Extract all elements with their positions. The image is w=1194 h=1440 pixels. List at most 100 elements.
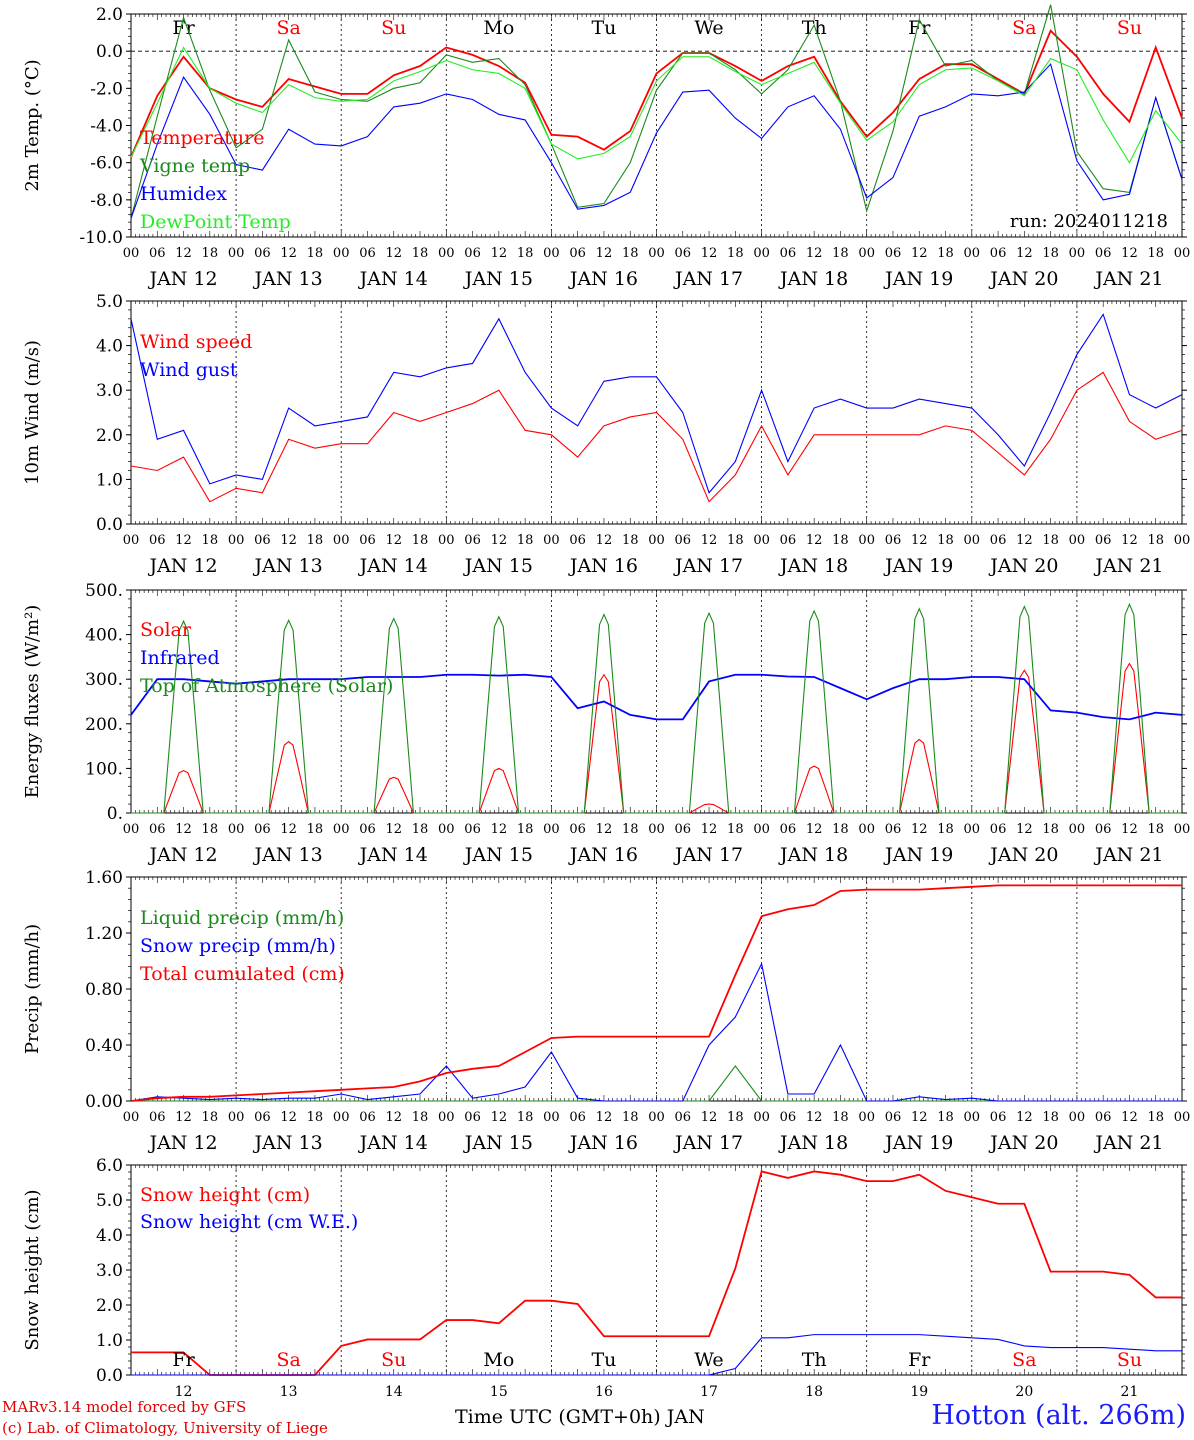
panel-2-hour-label: 06 bbox=[780, 822, 797, 837]
panel-2-hour-label: 06 bbox=[675, 822, 692, 837]
day-name-label: Mo bbox=[483, 17, 514, 39]
panel-2-hour-label: 18 bbox=[202, 822, 219, 837]
panel-2-hour-label: 18 bbox=[412, 822, 429, 837]
panel-0-date-label: JAN 13 bbox=[253, 268, 323, 290]
panel-3-date-label: JAN 16 bbox=[568, 1132, 638, 1154]
panel-1-series-1-line bbox=[130, 313, 1183, 494]
panel-1-hour-label: 18 bbox=[517, 533, 534, 548]
panel-0-ytick-label: 0.0 bbox=[96, 42, 123, 62]
panel-0-ytick-label: -10.0 bbox=[79, 228, 123, 248]
panel-1-hour-label: 00 bbox=[438, 533, 455, 548]
panel-0-hour-label: 18 bbox=[307, 246, 324, 261]
panel-0-hour-label: 12 bbox=[385, 246, 402, 261]
panel-3-hour-label: 12 bbox=[701, 1110, 718, 1125]
panel-0-hour-label: 06 bbox=[1095, 246, 1112, 261]
panel-3-date-label: JAN 17 bbox=[673, 1132, 743, 1154]
panel-1-hour-label: 18 bbox=[622, 533, 639, 548]
panel-3-hour-label: 00 bbox=[1069, 1110, 1086, 1125]
panel-3-hour-label: 06 bbox=[990, 1110, 1007, 1125]
panel-3-series-2-line bbox=[130, 884, 1182, 1102]
panel-3-hour-label: 00 bbox=[123, 1110, 140, 1125]
panel-0-ytick-label: -4.0 bbox=[90, 117, 123, 137]
panel-0-legend-1: Vigne temp bbox=[139, 155, 250, 177]
panel-3-hour-label: 06 bbox=[675, 1110, 692, 1125]
panel-3-hour-label: 12 bbox=[596, 1110, 613, 1125]
panel-2-hour-label: 12 bbox=[1016, 822, 1033, 837]
panel-3-date-label: JAN 19 bbox=[883, 1132, 953, 1154]
panel-2-date-label: JAN 14 bbox=[358, 844, 428, 866]
panel-3-ytick-label: 0.80 bbox=[85, 980, 123, 1000]
panel-0-hour-label: 00 bbox=[543, 246, 560, 261]
panel-3-hour-label: 00 bbox=[753, 1110, 770, 1125]
panel-3-hour-label: 18 bbox=[1042, 1110, 1059, 1125]
panel-0-date-label: JAN 14 bbox=[358, 268, 428, 290]
bottom-day-number: 13 bbox=[280, 1384, 298, 1400]
panel-2-legend-1: Infrared bbox=[140, 647, 220, 669]
panel-3-hour-label: 06 bbox=[254, 1110, 271, 1125]
bottom-day-number: 19 bbox=[910, 1384, 928, 1400]
panel-3-legend-0: Liquid precip (mm/h) bbox=[140, 907, 344, 929]
panel-2-date-label: JAN 17 bbox=[673, 844, 743, 866]
panel-1-hour-label: 18 bbox=[832, 533, 849, 548]
panel-1-hour-label: 12 bbox=[385, 533, 402, 548]
panel-1-date-label: JAN 15 bbox=[463, 555, 533, 577]
bottom-day-name: Fr bbox=[172, 1349, 195, 1371]
panel-3-hour-label: 00 bbox=[228, 1110, 245, 1125]
panel-2-date-label: JAN 20 bbox=[988, 844, 1058, 866]
day-name-label: Su bbox=[381, 17, 406, 39]
panel-2-hour-label: 12 bbox=[175, 822, 192, 837]
panel-1-hour-label: 00 bbox=[543, 533, 560, 548]
panel-1-hour-label: 06 bbox=[885, 533, 902, 548]
panel-2-hour-label: 00 bbox=[333, 822, 350, 837]
panel-2-date-label: JAN 13 bbox=[253, 844, 323, 866]
panel-1-hour-label: 18 bbox=[307, 533, 324, 548]
panel-3-hour-label: 12 bbox=[280, 1110, 297, 1125]
panel-2-hour-label: 18 bbox=[517, 822, 534, 837]
panel-2-hour-label: 06 bbox=[569, 822, 586, 837]
panel-0-legend-0: Temperature bbox=[140, 127, 264, 149]
x-axis-title: Time UTC (GMT+0h) JAN bbox=[455, 1406, 705, 1428]
panel-0-hour-label: 00 bbox=[123, 246, 140, 261]
panel-1-hour-label: 12 bbox=[806, 533, 823, 548]
panel-2-date-label: JAN 21 bbox=[1093, 844, 1163, 866]
panel-0-hour-label: 06 bbox=[990, 246, 1007, 261]
panel-1-series-0-line bbox=[130, 371, 1183, 503]
panel-1-date-label: JAN 21 bbox=[1093, 555, 1163, 577]
panel-3-hour-label: 18 bbox=[1147, 1110, 1164, 1125]
panel-0-hour-label: 06 bbox=[569, 246, 586, 261]
bottom-day-number: 15 bbox=[490, 1384, 508, 1400]
panel-1-hour-label: 06 bbox=[359, 533, 376, 548]
panel-2-hour-label: 00 bbox=[543, 822, 560, 837]
panel-3-date-label: JAN 12 bbox=[147, 1132, 217, 1154]
panel-1-hour-label: 12 bbox=[1121, 533, 1138, 548]
panel-1-hour-label: 18 bbox=[727, 533, 744, 548]
panel-0-date-label: JAN 16 bbox=[568, 268, 638, 290]
panel-3-ytick-label: 0.40 bbox=[85, 1036, 123, 1056]
panel-3-ytick-label: 0.00 bbox=[85, 1092, 123, 1112]
bottom-day-name: Mo bbox=[483, 1349, 514, 1371]
day-name-label: Sa bbox=[1012, 17, 1036, 39]
panel-0-hour-label: 18 bbox=[1042, 246, 1059, 261]
panel-2-hour-label: 06 bbox=[359, 822, 376, 837]
panel-2-hour-label: 12 bbox=[1121, 822, 1138, 837]
panel-3-hour-label: 00 bbox=[333, 1110, 350, 1125]
panel-3-hour-label: 06 bbox=[885, 1110, 902, 1125]
panel-3-hour-label: 18 bbox=[307, 1110, 324, 1125]
panel-2-hour-label: 00 bbox=[753, 822, 770, 837]
day-name-label: Fr bbox=[908, 17, 931, 39]
panel-2-hour-label: 06 bbox=[885, 822, 902, 837]
panel-3-hour-label: 06 bbox=[149, 1110, 166, 1125]
panel-2-hour-label: 18 bbox=[1147, 822, 1164, 837]
panel-3-hour-label: 00 bbox=[438, 1110, 455, 1125]
panel-0-hour-label: 12 bbox=[596, 246, 613, 261]
panel-1-hour-label: 00 bbox=[1174, 533, 1191, 548]
panel-4-legend-1: Snow height (cm W.E.) bbox=[140, 1211, 358, 1233]
panel-0-hour-label: 12 bbox=[1121, 246, 1138, 261]
panel-1-hour-label: 00 bbox=[753, 533, 770, 548]
panel-1-date-label: JAN 13 bbox=[253, 555, 323, 577]
panel-0-date-label: JAN 20 bbox=[988, 268, 1058, 290]
panel-0-hour-label: 18 bbox=[1147, 246, 1164, 261]
panel-0-date-label: JAN 12 bbox=[147, 268, 217, 290]
panel-3-hour-label: 12 bbox=[1121, 1110, 1138, 1125]
bottom-day-name: Sa bbox=[1012, 1349, 1036, 1371]
